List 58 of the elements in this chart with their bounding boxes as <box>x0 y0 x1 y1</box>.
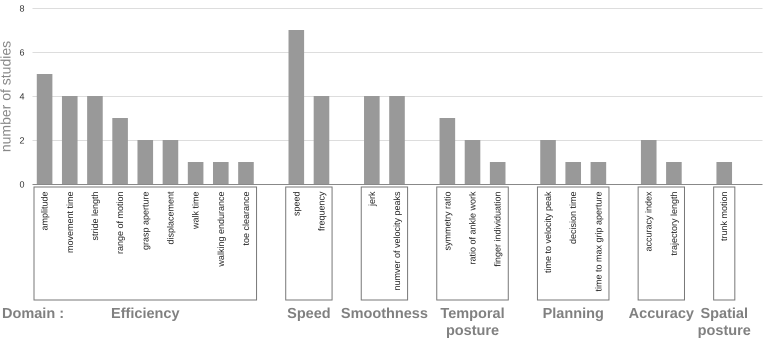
bar <box>440 118 456 184</box>
text: Planning <box>542 306 604 322</box>
text: Smoothness <box>340 306 428 322</box>
x-tick-label: jerk <box>366 191 377 208</box>
x-tick-label: displacement <box>165 191 176 245</box>
x-tick-label: time to max grip aperture <box>593 192 604 292</box>
bar <box>288 30 304 184</box>
x-tick-label: frequency <box>316 191 326 232</box>
bar <box>364 96 380 184</box>
text: Accuracy <box>628 306 694 322</box>
bar <box>137 140 154 184</box>
x-tick-label: stride length <box>90 192 100 241</box>
bar <box>62 96 78 184</box>
x-tick-label: movement time <box>64 192 75 254</box>
x-tick-label: trajectory length <box>668 192 679 256</box>
text: Domain : <box>2 306 64 322</box>
y-tick-label: 8 <box>19 4 24 14</box>
bar <box>666 162 682 184</box>
bar <box>590 162 606 184</box>
x-tick-label: grasp aperture <box>140 192 150 250</box>
bar <box>212 162 229 184</box>
bar <box>490 162 506 184</box>
text: Speed <box>287 306 331 322</box>
bar <box>314 96 330 184</box>
bar <box>162 140 178 184</box>
x-tick-label: ratio of ankle work <box>468 191 478 265</box>
x-tick-label: decision time <box>568 192 578 244</box>
x-tick-label: time to velocity peak <box>543 191 554 274</box>
x-tick-label: numver of velocity peaks <box>392 191 402 291</box>
y-tick-label: 4 <box>19 92 24 102</box>
y-axis-title: number of studies <box>0 40 14 152</box>
bar <box>36 74 52 184</box>
x-tick-label: walking endurance <box>216 192 226 268</box>
x-tick-label: trunk motion <box>719 192 730 242</box>
y-tick-label: 0 <box>19 180 24 190</box>
x-tick-label: finger individuation <box>492 192 503 267</box>
bar <box>188 162 204 184</box>
text: Temporal posture <box>440 306 505 339</box>
bar <box>389 96 405 184</box>
bar <box>716 162 732 184</box>
bar <box>238 162 254 184</box>
bar <box>112 118 128 184</box>
y-tick-label: 2 <box>19 136 24 146</box>
x-tick-label: amplitude <box>40 192 50 231</box>
x-tick-label: range of motion <box>115 192 126 254</box>
bar <box>464 140 480 184</box>
x-tick-label: toe clearance <box>240 192 251 246</box>
text: Efficiency <box>111 306 180 322</box>
x-tick-label: accuracy index <box>644 191 654 252</box>
bar <box>640 140 657 184</box>
text: Spatial posture <box>698 306 751 339</box>
bar <box>540 140 556 184</box>
x-tick-label: walk time <box>190 192 201 230</box>
bar <box>87 96 103 184</box>
x-tick-label: symmetry ratio <box>442 192 452 251</box>
y-tick-label: 6 <box>19 48 24 58</box>
bar <box>565 162 582 184</box>
x-tick-label: speed <box>291 192 302 216</box>
